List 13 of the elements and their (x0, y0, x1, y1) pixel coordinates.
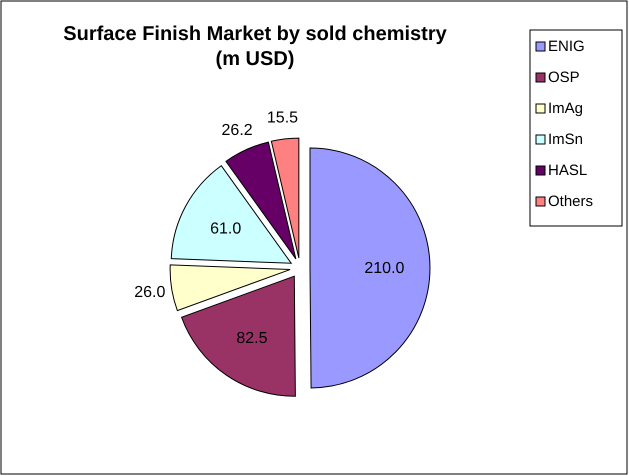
legend-label: ENIG (548, 38, 585, 55)
chart-title: Surface Finish Market by sold chemistry (m USD) (63, 23, 448, 70)
legend-label: ImSn (548, 131, 584, 148)
legend-label: HASL (548, 162, 588, 179)
data-label: 26.0 (134, 284, 166, 302)
data-label: 61.0 (210, 220, 242, 238)
legend-label: ImAg (548, 100, 584, 117)
data-label: 15.5 (266, 110, 298, 127)
data-label: 82.5 (236, 330, 268, 347)
data-label: 210.0 (364, 260, 405, 278)
legend-label: Others (548, 193, 594, 210)
data-label: 26.2 (222, 122, 253, 140)
legend-label: OSP (548, 69, 580, 86)
